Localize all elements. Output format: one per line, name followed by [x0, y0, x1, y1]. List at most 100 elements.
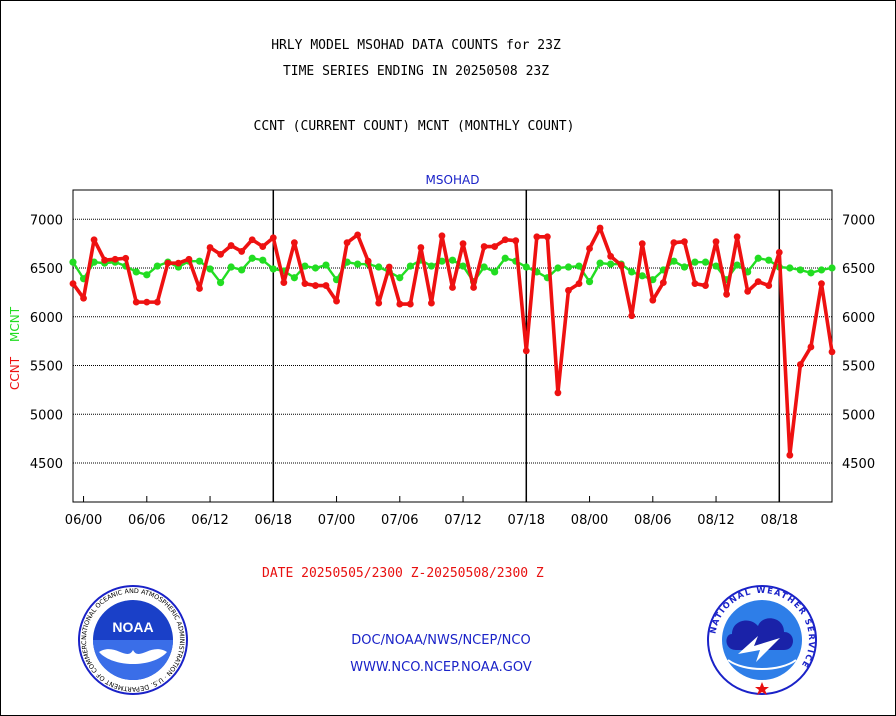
mcnt-segment: [557, 265, 569, 270]
y-tick-label-left: 4500: [30, 457, 63, 472]
mcnt-segment: [325, 264, 338, 281]
ccnt-point: [775, 249, 783, 256]
y-tick-label-right: 4500: [842, 457, 875, 472]
x-tick-label: 07/18: [508, 513, 545, 528]
ccnt-point: [164, 259, 172, 267]
ccnt-point: [385, 263, 393, 271]
y-tick-label-right: 6500: [842, 262, 875, 277]
plot-area: 4500 4500 5000 5000 5500 5500 6000 6000 6500 6500…: [8, 173, 875, 528]
ccnt-point: [765, 282, 773, 289]
y-tick-label-right: 5000: [842, 408, 875, 423]
ccnt-point: [101, 256, 109, 264]
y-tick-label-left: 5000: [30, 408, 63, 423]
y-tick-label-right: 6000: [842, 311, 875, 326]
ccnt-point: [428, 299, 435, 307]
ccnt-point: [480, 243, 488, 250]
ccnt-point: [375, 299, 383, 307]
mcnt-segment: [810, 268, 822, 275]
ccnt-point: [575, 280, 583, 287]
ccnt-point: [417, 244, 425, 251]
mcnt-segment: [346, 260, 358, 266]
mcnt-segment: [536, 270, 548, 279]
ccnt-point: [723, 290, 730, 298]
mcnt-segment: [240, 257, 254, 271]
mcnt-segment: [219, 266, 233, 284]
mcnt-segment: [504, 257, 517, 263]
mcnt-segment: [209, 268, 222, 284]
y-tick-label-left: 6000: [30, 311, 63, 326]
ccnt-point: [122, 254, 130, 262]
ccnt-point: [659, 279, 667, 287]
ccnt-point: [533, 233, 541, 241]
chart-title: HRLY MODEL MSOHAD DATA COUNTS for 23Z: [271, 38, 561, 53]
ccnt-point: [617, 261, 625, 269]
mcnt-segment: [746, 257, 760, 273]
noaa-logo-text: NOAA: [112, 619, 153, 635]
mcnt-segment: [261, 259, 275, 270]
ccnt-point: [312, 282, 319, 289]
ccnt-point: [807, 343, 815, 351]
x-tick-label: 06/12: [191, 513, 228, 528]
mcnt-segment: [651, 269, 665, 281]
mcnt-segment: [599, 261, 611, 266]
ccnt-point: [248, 236, 256, 244]
ccnt-point: [628, 312, 636, 320]
ccnt-point: [280, 279, 288, 287]
ccnt-point: [269, 234, 277, 242]
mcnt-segment: [588, 262, 602, 283]
ccnt-point: [206, 244, 214, 251]
y-tick-label-right: 5500: [842, 360, 875, 375]
x-tick-label: 08/06: [634, 513, 671, 528]
ccnt-point: [459, 240, 467, 248]
y-tick-label-left: 6500: [30, 262, 63, 277]
x-tick-label: 06/00: [65, 513, 102, 528]
ccnt-point: [259, 243, 267, 250]
ccnt-point: [470, 284, 477, 291]
mcnt-segment: [304, 264, 316, 270]
ccnt-point: [565, 287, 572, 294]
ccnt-point: [438, 232, 446, 240]
ccnt-point: [512, 237, 520, 245]
mcnt-segment: [315, 263, 327, 270]
chart-subtitle: TIME SERIES ENDING IN 20250508 23Z: [282, 64, 550, 79]
mcnt-segment: [251, 257, 263, 262]
ccnt-point: [712, 238, 720, 246]
mcnt-segment: [757, 257, 769, 262]
noaa-logo: NOAA NATIONAL OCEANIC AND ATMOSPHERIC AD…: [78, 585, 188, 695]
ccnt-point: [80, 294, 87, 302]
x-tick-label: 07/00: [318, 513, 355, 528]
ccnt-point: [796, 361, 804, 368]
y-tick-label-right: 7000: [842, 213, 875, 228]
chart-legend-description: CCNT (CURRENT COUNT) MCNT (MONTHLY COUNT…: [253, 119, 575, 134]
ccnt-point: [238, 248, 246, 255]
credit-org: DOC/NOAA/NWS/NCEP/NCO: [351, 633, 531, 648]
ccnt-point: [818, 280, 825, 287]
mcnt-segment: [71, 261, 85, 280]
ccnt-point: [828, 348, 836, 356]
mcnt-segment: [789, 266, 801, 272]
ccnt-point: [143, 298, 151, 306]
mcnt-segment: [568, 264, 580, 269]
ccnt-point: [702, 282, 709, 289]
ccnt-point: [449, 284, 456, 291]
ccnt-point: [744, 288, 752, 295]
ccnt-point: [343, 239, 351, 247]
ccnt-point: [396, 300, 404, 308]
ccnt-point: [322, 282, 330, 289]
ccnt-point: [132, 298, 140, 306]
y-tick-label-left: 7000: [30, 213, 63, 228]
mcnt-segment: [483, 265, 496, 273]
ccnt-point: [670, 239, 678, 247]
ccnt-point: [153, 298, 161, 306]
x-tick-label: 07/06: [381, 513, 418, 528]
ccnt-point: [217, 250, 224, 258]
ccnt-point: [491, 243, 499, 250]
ccnt-point: [406, 300, 414, 308]
ccnt-point: [596, 224, 604, 232]
ccnt-point: [522, 347, 530, 355]
ccnt-point: [364, 257, 372, 265]
mcnt-segment: [114, 261, 127, 268]
x-tick-label: 08/12: [697, 513, 734, 528]
panel-label: MSOHAD: [426, 173, 480, 187]
